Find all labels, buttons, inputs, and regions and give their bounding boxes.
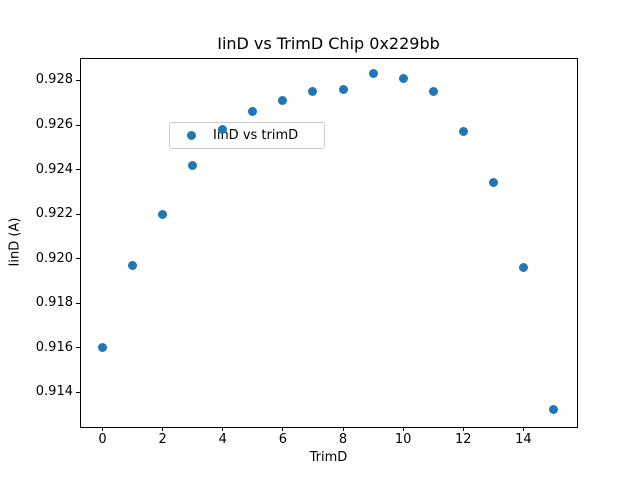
chart-title: IinD vs TrimD Chip 0x229bb	[217, 34, 440, 53]
y-tick-label: 0.922	[35, 206, 73, 222]
y-tick-label: 0.918	[35, 295, 73, 311]
data-point	[398, 73, 408, 83]
data-point	[488, 178, 498, 188]
x-tick-label: 6	[278, 432, 288, 447]
data-point	[278, 96, 288, 106]
plot-area: IinD vs trimD	[80, 58, 578, 428]
y-tick-mark	[76, 347, 80, 349]
y-tick-mark	[76, 302, 80, 304]
x-tick-label: 12	[454, 432, 472, 447]
data-point	[248, 107, 258, 117]
data-point	[158, 209, 168, 219]
y-tick-label: 0.928	[35, 72, 73, 88]
y-tick-mark	[76, 124, 80, 126]
y-tick-mark	[76, 169, 80, 171]
data-point	[548, 405, 558, 415]
x-tick-mark	[102, 427, 104, 431]
data-point	[188, 160, 198, 170]
legend: IinD vs trimD	[169, 122, 325, 149]
legend-label: IinD vs trimD	[213, 128, 299, 143]
x-tick-label: 14	[515, 432, 532, 447]
data-point	[458, 127, 468, 137]
x-tick-label: 0	[98, 432, 107, 447]
y-tick-mark	[76, 213, 80, 215]
data-point	[308, 87, 318, 97]
x-tick-mark	[282, 427, 284, 431]
y-tick-mark	[76, 391, 80, 393]
x-tick-label: 4	[218, 432, 227, 447]
y-tick-label: 0.926	[35, 117, 73, 132]
data-point	[368, 69, 378, 79]
y-tick-label: 0.924	[35, 161, 73, 177]
x-tick-mark	[162, 427, 164, 431]
data-point	[338, 84, 348, 94]
legend-marker-icon	[187, 131, 196, 140]
y-tick-label: 0.920	[35, 250, 73, 266]
x-tick-mark	[522, 427, 524, 431]
x-tick-label: 10	[394, 432, 412, 447]
data-point	[428, 87, 438, 97]
x-tick-label: 2	[158, 432, 167, 447]
y-tick-label: 0.914	[35, 384, 73, 400]
data-point	[128, 260, 138, 270]
y-tick-mark	[76, 258, 80, 260]
data-point	[518, 262, 528, 272]
y-tick-label: 0.916	[35, 339, 73, 355]
x-tick-mark	[462, 427, 464, 431]
x-tick-mark	[402, 427, 404, 431]
x-axis-label: TrimD	[309, 450, 348, 465]
y-tick-mark	[76, 79, 80, 81]
data-point	[218, 124, 228, 134]
x-tick-mark	[222, 427, 224, 431]
x-tick-label: 8	[338, 432, 348, 447]
data-point	[98, 343, 108, 353]
x-tick-mark	[342, 427, 344, 431]
